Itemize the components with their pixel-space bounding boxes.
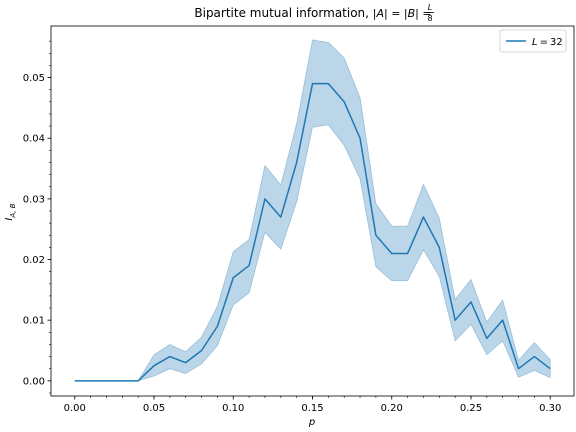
y-axis-ticks: 0.00 0.01 0.02 0.03 0.04 0.05 [23,40,51,394]
plot-area [74,39,551,382]
x-tick-label: 0.25 [460,403,482,414]
legend-label-l32: L = 32 [532,37,563,48]
series-line-layer [74,82,551,382]
chart-title-main: Bipartite mutual information, [194,6,372,20]
y-tick-label: 0.03 [23,194,45,205]
title-fraction-numerator: L [428,3,432,12]
y-tick-label: 0.00 [23,376,45,387]
y-axis-label: IA, B [4,203,17,220]
legend-box [499,29,567,53]
x-tick-label: 0.20 [381,403,403,414]
x-tick-label: 0.15 [301,403,323,414]
x-tick-label: 0.05 [143,403,165,414]
title-fraction: L 8 [426,3,434,23]
title-fraction-denominator: 8 [427,14,432,23]
y-axis-label-symbol: I [4,218,15,221]
x-tick-label: 0.30 [539,403,561,414]
y-tick-label: 0.02 [23,255,45,266]
legend-label-variable: L [532,37,538,48]
legend: L = 32 [499,29,567,53]
x-tick-label: 0.10 [222,403,244,414]
legend-label-value: 32 [550,37,563,48]
y-tick-label: 0.05 [23,73,45,84]
y-axis-label-subscript: A, B [9,203,17,218]
x-tick-label: 0.00 [64,403,86,414]
x-axis-ticks: 0.00 0.05 0.10 0.15 0.20 0.25 0.30 [64,396,561,414]
x-axis-label: p [308,417,315,428]
y-tick-label: 0.04 [23,134,45,145]
chart-title-expression: |A| = |B| = [373,7,432,20]
y-tick-label: 0.01 [23,316,45,327]
chart-title: Bipartite mutual information, |A| = |B| … [194,6,431,20]
